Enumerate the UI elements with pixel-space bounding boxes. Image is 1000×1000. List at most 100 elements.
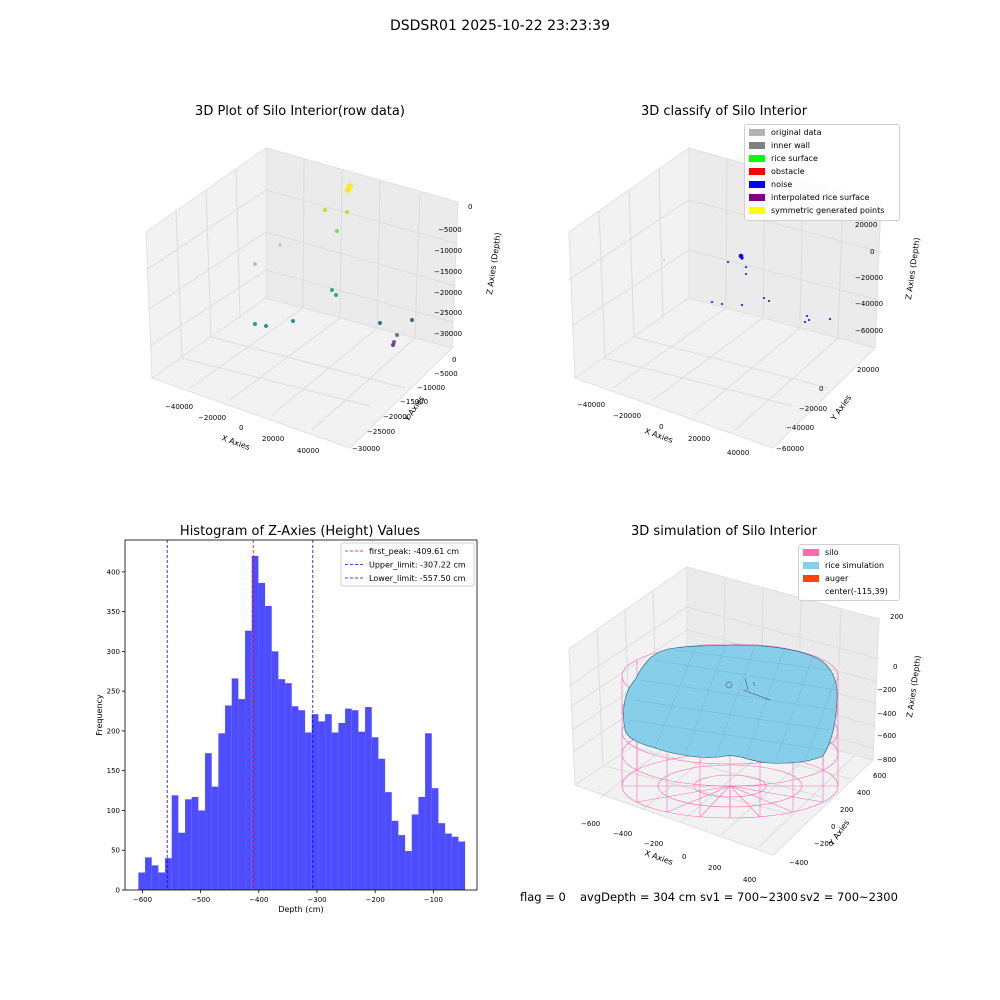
legend-label: rice simulation bbox=[825, 561, 885, 570]
raw-point bbox=[323, 208, 327, 212]
legend-swatch bbox=[749, 207, 765, 214]
histogram-bar bbox=[258, 582, 266, 890]
classify-z-axis-label: Z Axies (Depth) bbox=[904, 237, 922, 300]
raw-x-ticks: −40000 −20000 0 20000 40000 bbox=[165, 403, 319, 455]
raw-plot-title: 3D Plot of Silo Interior(row data) bbox=[195, 104, 405, 119]
legend-entry: silo bbox=[803, 546, 899, 559]
y-tick-label: −40000 bbox=[786, 424, 814, 432]
noise-point bbox=[727, 261, 729, 263]
z-tick-label: −5000 bbox=[438, 226, 462, 234]
classify-y-axis-label: Y Axies bbox=[829, 393, 854, 423]
legend-entry: center(-115,39) bbox=[803, 585, 899, 598]
histogram-bar bbox=[438, 823, 446, 890]
legend-label: Lower_limit: -557.50 cm bbox=[369, 574, 466, 583]
x-tick-label: −300 bbox=[307, 896, 326, 904]
histogram-bar bbox=[198, 810, 206, 890]
raw-point bbox=[253, 262, 257, 266]
y-tick-label: 0 bbox=[819, 385, 823, 393]
classify-y-ticks: 20000 0 −20000 −40000 −60000 bbox=[776, 366, 879, 453]
raw-x-axis-label: X Axies bbox=[220, 433, 251, 452]
raw-point bbox=[253, 322, 257, 326]
raw-point bbox=[334, 293, 338, 297]
histogram-bar bbox=[231, 678, 239, 890]
x-tick-label: 200 bbox=[708, 864, 721, 872]
histogram-bar bbox=[398, 835, 406, 890]
legend-swatch bbox=[749, 168, 765, 175]
histogram-bar bbox=[325, 714, 332, 890]
histogram-bar bbox=[305, 732, 312, 890]
simulation-legend: silo rice simulation auger center(-115,39) bbox=[798, 544, 900, 601]
x-tick-label: −40000 bbox=[577, 401, 605, 409]
y-tick-label: −400 bbox=[789, 859, 808, 867]
raw-z-axis-label: Z Axies (Depth) bbox=[485, 232, 503, 295]
legend-swatch bbox=[803, 562, 819, 569]
legend-swatch bbox=[803, 588, 819, 595]
raw-point bbox=[291, 319, 295, 323]
auger-marks bbox=[725, 677, 771, 701]
histogram-bar bbox=[351, 710, 359, 890]
simulation-z-ticks: 200 0 −200 −400 −600 −800 bbox=[877, 613, 903, 764]
noise-point bbox=[806, 315, 808, 317]
legend-label: inner wall bbox=[771, 141, 811, 150]
histogram-bar bbox=[458, 841, 466, 890]
x-tick-label: −200 bbox=[644, 840, 663, 848]
legend-label: silo bbox=[825, 548, 839, 557]
floor-pane bbox=[150, 297, 453, 449]
gridlines bbox=[145, 158, 459, 431]
classify-plot-title: 3D classify of Silo Interior bbox=[640, 104, 808, 119]
z-tick-label: 20000 bbox=[855, 221, 877, 229]
legend-label: first_peak: -409.61 cm bbox=[369, 547, 459, 556]
y-tick-label: 20000 bbox=[857, 366, 879, 374]
x-tick-label: 20000 bbox=[262, 435, 284, 443]
raw-point bbox=[410, 318, 414, 322]
y-tick-label: −60000 bbox=[776, 445, 804, 453]
rice-simulation-surface bbox=[623, 644, 838, 764]
histogram-bar bbox=[211, 786, 219, 890]
x-tick-label: −600 bbox=[581, 820, 600, 828]
classify-z-ticks: 20000 0 −20000 −40000 −60000 bbox=[855, 221, 883, 335]
y-tick-label: 350 bbox=[107, 608, 120, 616]
histogram-bar bbox=[158, 872, 166, 890]
y-tick-label: 100 bbox=[107, 807, 120, 815]
legend-label: rice surface bbox=[771, 154, 818, 163]
histogram-bar bbox=[138, 872, 146, 890]
histogram-bar bbox=[178, 832, 186, 890]
raw-point bbox=[335, 229, 339, 233]
histogram-bar bbox=[205, 753, 212, 890]
histogram-bar bbox=[218, 733, 226, 890]
x-tick-label: −20000 bbox=[198, 414, 226, 422]
legend-swatch bbox=[749, 129, 765, 136]
noise-point bbox=[808, 319, 810, 321]
histogram-x-axis-label: Depth (cm) bbox=[278, 905, 323, 914]
legend-swatch bbox=[803, 549, 819, 556]
raw-points bbox=[253, 183, 414, 347]
noise-point bbox=[745, 266, 747, 268]
histogram-bar bbox=[418, 796, 426, 890]
z-tick-label: −200 bbox=[877, 686, 896, 694]
legend-swatch bbox=[749, 155, 765, 162]
z-tick-label: −10000 bbox=[434, 247, 462, 255]
x-tick-label: 40000 bbox=[727, 449, 749, 457]
legend-label: center(-115,39) bbox=[825, 587, 888, 596]
x-tick-label: −400 bbox=[613, 830, 632, 838]
histogram-bar bbox=[405, 851, 412, 890]
noise-point bbox=[663, 259, 665, 261]
y-tick-label: −15000 bbox=[400, 398, 428, 406]
y-tick-label: 0 bbox=[831, 823, 835, 831]
raw-y-ticks: 0 −5000 −10000 −15000 −20000 −25000 −300… bbox=[352, 356, 458, 453]
y-tick-label: 600 bbox=[873, 772, 886, 780]
y-tick-label: 0 bbox=[452, 356, 456, 364]
z-tick-label: −40000 bbox=[855, 300, 883, 308]
legend-label: auger bbox=[825, 574, 849, 583]
z-tick-label: −30000 bbox=[434, 330, 462, 338]
histogram-bar bbox=[171, 795, 179, 890]
simulation-y-ticks: 600 400 200 0 −200 −400 bbox=[789, 772, 886, 867]
z-tick-label: 0 bbox=[893, 663, 897, 671]
x-tick-label: −500 bbox=[191, 896, 210, 904]
y-tick-label: −25000 bbox=[367, 428, 395, 436]
x-tick-label: 20000 bbox=[688, 435, 710, 443]
raw-point bbox=[330, 288, 334, 292]
histogram-bar bbox=[238, 699, 246, 890]
simulation-x-ticks: −600 −400 −200 0 200 400 bbox=[581, 820, 756, 884]
histogram-bar bbox=[338, 722, 346, 890]
